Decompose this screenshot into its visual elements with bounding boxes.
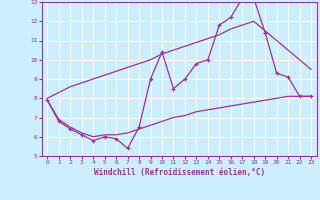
X-axis label: Windchill (Refroidissement éolien,°C): Windchill (Refroidissement éolien,°C): [94, 168, 265, 177]
